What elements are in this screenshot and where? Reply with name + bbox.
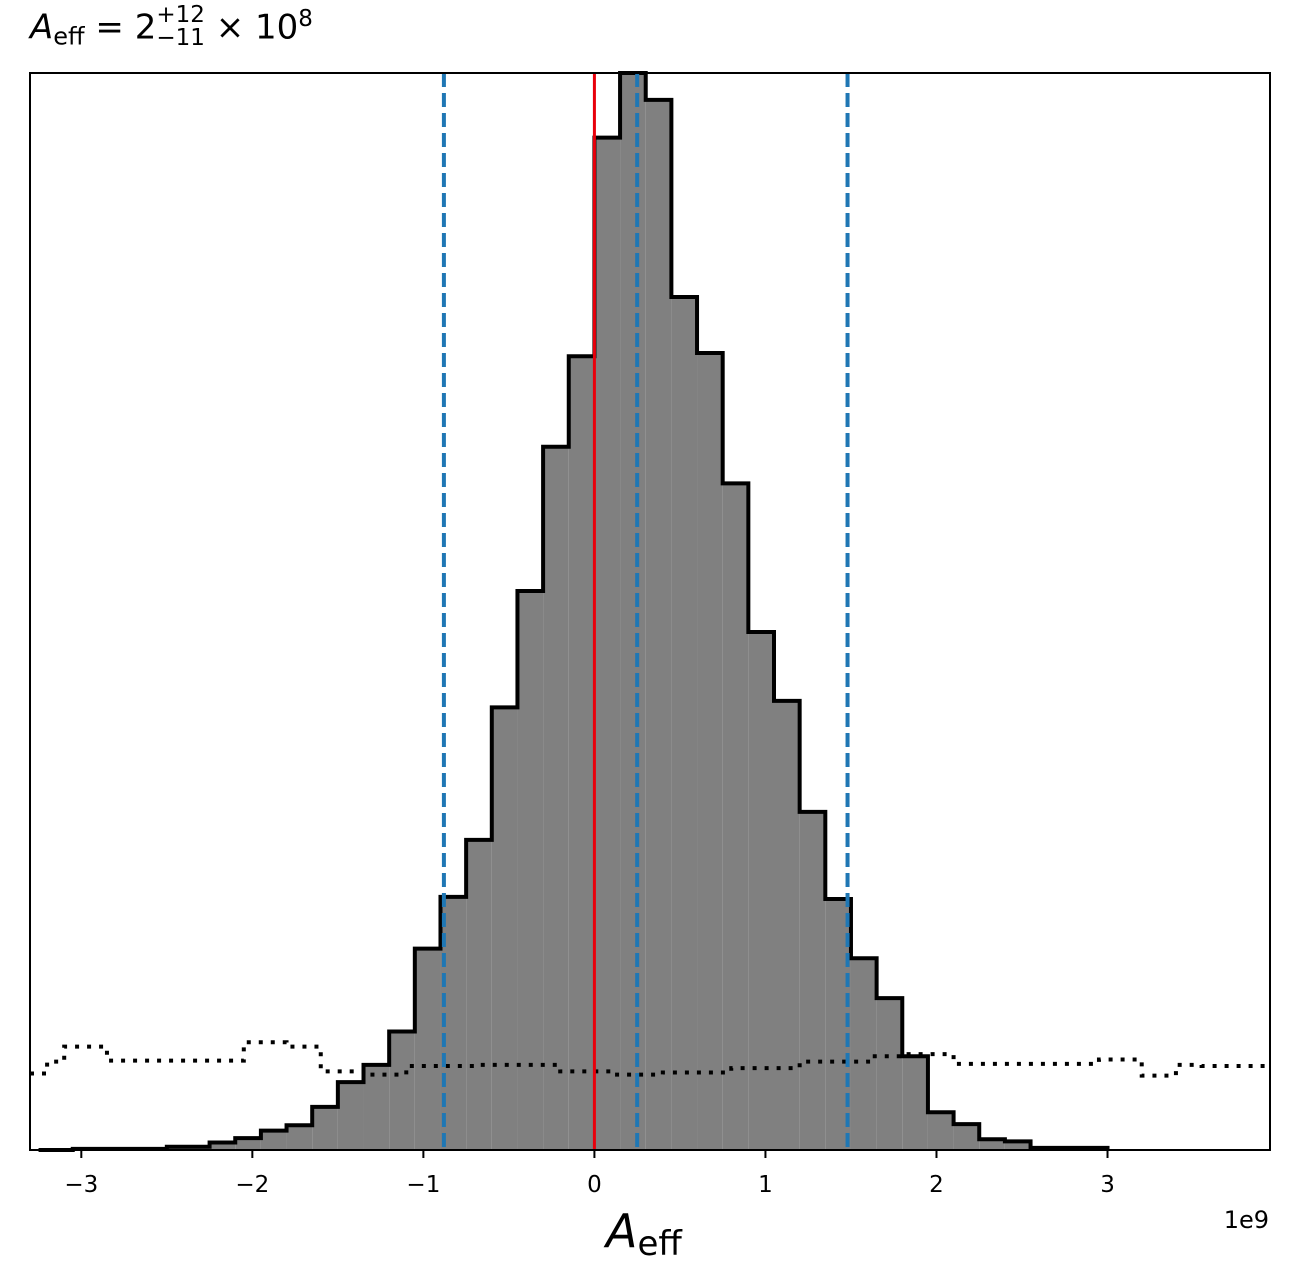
plot-content bbox=[30, 71, 1270, 1152]
x-tick-label: 3 bbox=[1100, 1172, 1115, 1198]
x-tick-label: −2 bbox=[235, 1172, 269, 1198]
title-exponent: 8 bbox=[298, 6, 313, 33]
histogram-bar bbox=[466, 839, 492, 1150]
title-symbol: A bbox=[30, 7, 54, 48]
histogram-bar bbox=[337, 1082, 364, 1150]
histogram-bar bbox=[235, 1138, 261, 1150]
prior-histogram bbox=[30, 1040, 1270, 1078]
histogram-bar bbox=[953, 1124, 980, 1150]
histogram-bar bbox=[414, 948, 441, 1150]
title-median: 2 bbox=[134, 7, 157, 48]
x-tick-label: −1 bbox=[406, 1172, 440, 1198]
x-axis-label-subscript: eff bbox=[637, 1224, 682, 1264]
title-base: 10 bbox=[255, 7, 299, 48]
histogram-bar bbox=[902, 1056, 928, 1150]
x-axis: −3 −2 −1 0 1 2 3 bbox=[64, 1150, 1115, 1198]
histogram-bar bbox=[543, 446, 569, 1150]
histogram-bar bbox=[979, 1139, 1005, 1150]
histogram-bar bbox=[594, 137, 621, 1150]
histogram-bar bbox=[799, 811, 826, 1150]
histogram-bar bbox=[312, 1106, 338, 1150]
title-times: × bbox=[215, 7, 245, 48]
histogram-bar bbox=[774, 700, 800, 1150]
histogram-bar bbox=[620, 73, 646, 1150]
histogram-bar bbox=[491, 707, 518, 1150]
title-subscript: eff bbox=[53, 22, 85, 51]
histogram-bar bbox=[363, 1064, 390, 1150]
x-axis-label-symbol: A bbox=[606, 1204, 638, 1258]
histogram-bar bbox=[286, 1125, 313, 1150]
x-tick-label: 2 bbox=[929, 1172, 944, 1198]
histogram-bar bbox=[722, 483, 749, 1150]
x-tick-label: −3 bbox=[64, 1172, 98, 1198]
title-upper-error: +12 bbox=[156, 2, 205, 28]
x-axis-offset-label: 1e9 bbox=[1223, 1206, 1269, 1234]
histogram-bar bbox=[209, 1142, 236, 1150]
histogram-bar bbox=[260, 1130, 287, 1150]
histogram-bar bbox=[671, 297, 698, 1150]
histogram-bar bbox=[876, 998, 903, 1150]
histogram-bar bbox=[389, 1031, 415, 1150]
histogram-bar bbox=[748, 631, 774, 1150]
histogram-bar bbox=[645, 99, 672, 1150]
histogram-bar bbox=[850, 958, 877, 1150]
title-errors: +12 −11 bbox=[156, 4, 205, 50]
histogram-bar bbox=[568, 356, 595, 1151]
histogram-bar bbox=[697, 353, 723, 1150]
title-lower-error: −11 bbox=[156, 25, 205, 51]
axes-frame bbox=[29, 72, 1271, 1151]
x-tick-label: 1 bbox=[758, 1172, 773, 1198]
chart-title: Aeff = 2+12 −11 × 108 bbox=[30, 4, 313, 52]
histogram-bar bbox=[927, 1112, 954, 1150]
histogram-bar bbox=[1004, 1141, 1031, 1150]
x-axis-label: Aeff bbox=[606, 1204, 682, 1264]
x-tick-label: 0 bbox=[587, 1172, 602, 1198]
title-equals: = bbox=[95, 7, 124, 48]
histogram-bar bbox=[517, 591, 544, 1150]
